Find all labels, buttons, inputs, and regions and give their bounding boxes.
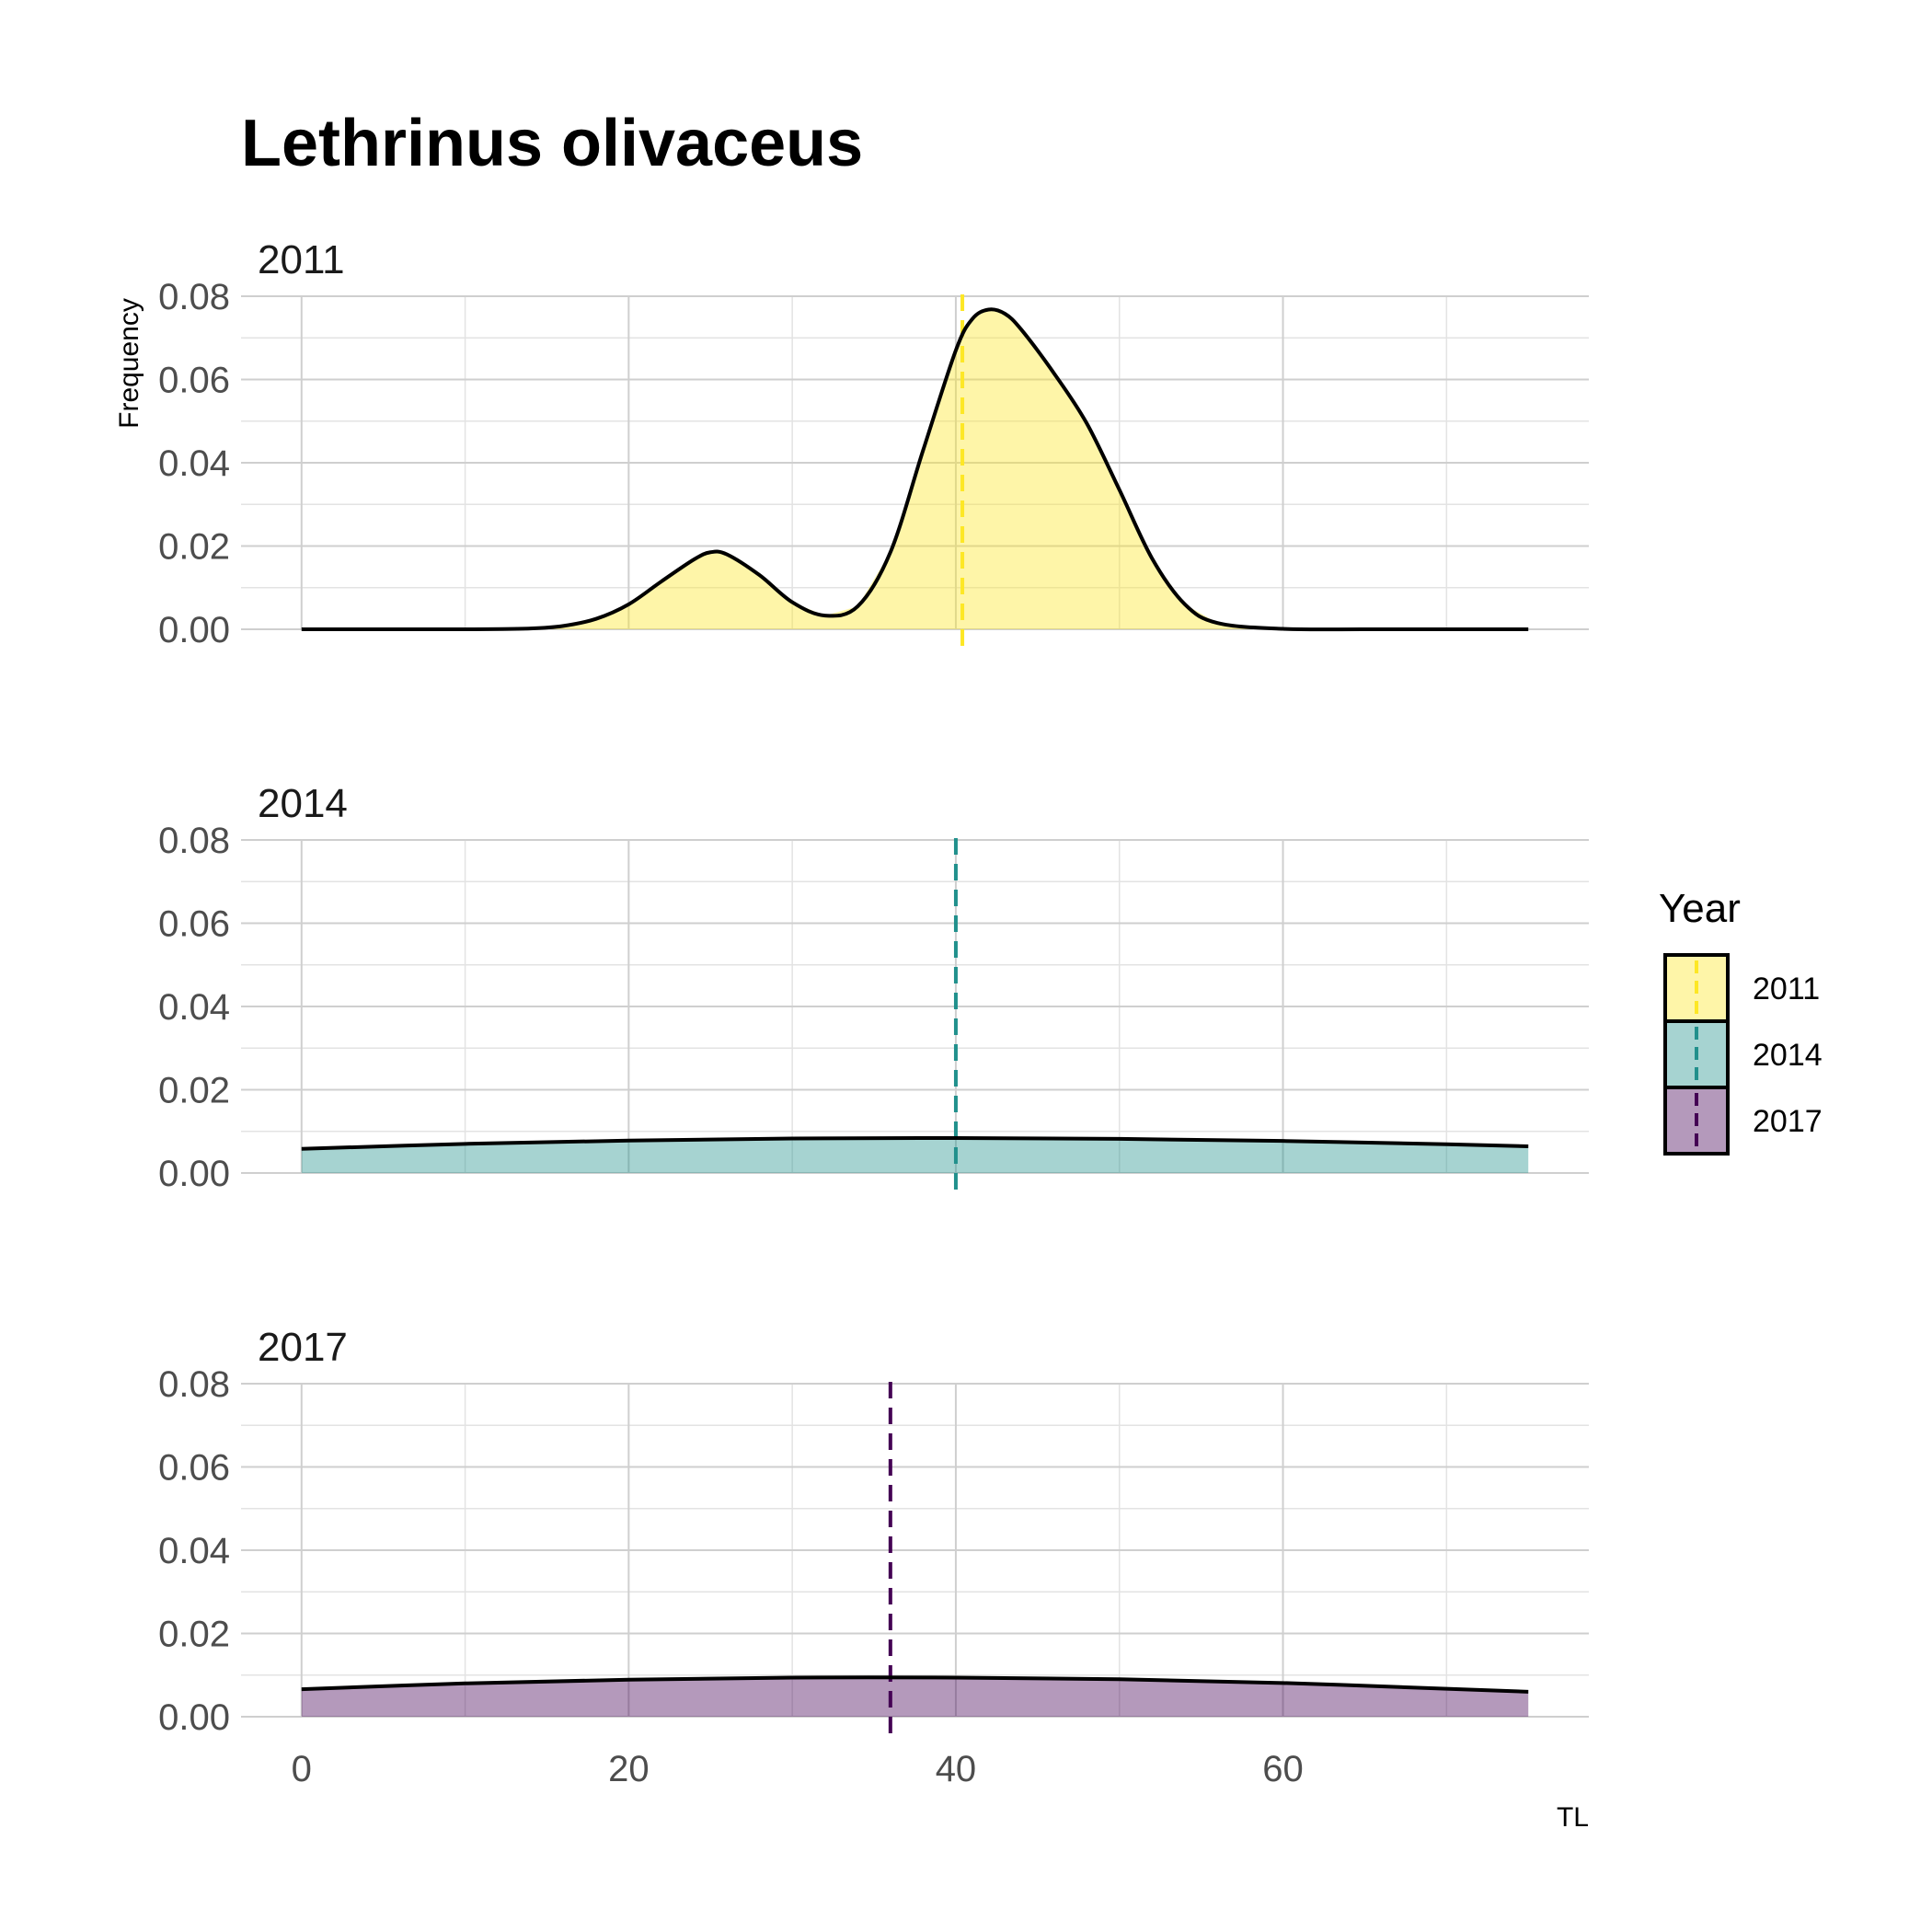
density-line-2011 bbox=[301, 307, 1529, 632]
x-tick-label: 20 bbox=[608, 1749, 650, 1789]
panel-2014: 2014 0.00 0.02 0.04 0.06 0.08 bbox=[158, 781, 1589, 1194]
y-tick-label: 0.06 bbox=[158, 1448, 230, 1489]
density-line-2017 bbox=[301, 1675, 1529, 1694]
y-tick-label: 0.04 bbox=[158, 987, 230, 1028]
x-axis-label: TL bbox=[1557, 1802, 1589, 1833]
panel-2011: 2011 0.00 0.02 0.04 0.06 0.08 bbox=[158, 237, 1589, 650]
legend: Year 2011 2014 2017 bbox=[1659, 886, 1823, 1156]
panel-label: 2014 bbox=[258, 781, 348, 826]
density-area-2014 bbox=[301, 1137, 1529, 1173]
y-tick-label: 0.08 bbox=[158, 1364, 230, 1405]
legend-label-2011: 2011 bbox=[1753, 972, 1820, 1006]
y-tick-label: 0.04 bbox=[158, 1531, 230, 1571]
density-area-2011 bbox=[301, 309, 1529, 629]
density-area-2017 bbox=[301, 1677, 1529, 1717]
y-tick-label: 0.06 bbox=[158, 361, 230, 401]
facet-panels: 2011 0.00 0.02 0.04 0.06 0.08 2014 0.00 0.02 0.04… bbox=[158, 237, 1589, 1789]
y-tick-label: 0.00 bbox=[158, 1697, 230, 1738]
y-axis-label: Frequency bbox=[114, 298, 144, 429]
y-tick-label: 0.02 bbox=[158, 1615, 230, 1655]
y-tick-label: 0.06 bbox=[158, 904, 230, 945]
legend-label-2014: 2014 bbox=[1753, 1038, 1823, 1073]
x-tick-label: 40 bbox=[936, 1749, 977, 1789]
y-tick-label: 0.02 bbox=[158, 527, 230, 568]
y-tick-label: 0.04 bbox=[158, 443, 230, 484]
panel-label: 2011 bbox=[258, 237, 345, 282]
y-tick-label: 0.02 bbox=[158, 1071, 230, 1111]
x-tick-label: 60 bbox=[1262, 1749, 1304, 1789]
legend-title: Year bbox=[1659, 886, 1741, 931]
y-tick-label: 0.00 bbox=[158, 610, 230, 650]
density-line-2014 bbox=[301, 1135, 1529, 1151]
panel-label: 2017 bbox=[258, 1325, 348, 1370]
y-tick-label: 0.00 bbox=[158, 1154, 230, 1194]
y-tick-label: 0.08 bbox=[158, 821, 230, 861]
legend-label-2017: 2017 bbox=[1753, 1104, 1823, 1139]
x-tick-label: 0 bbox=[292, 1749, 312, 1789]
y-tick-label: 0.08 bbox=[158, 277, 230, 317]
panel-2017: 2017 0.00 0.02 0.04 0.06 0.08 0 20 40 60 bbox=[158, 1325, 1589, 1789]
chart-title: Lethrinus olivaceus bbox=[241, 107, 863, 180]
